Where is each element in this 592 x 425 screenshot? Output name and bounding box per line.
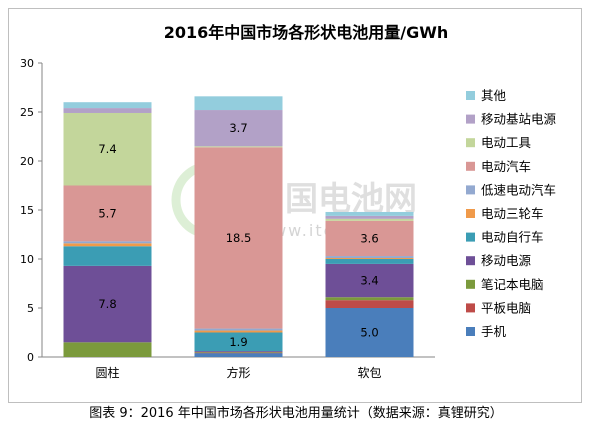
bar-segment xyxy=(63,108,152,113)
legend-label: 电动自行车 xyxy=(481,230,544,245)
bar-segment xyxy=(194,351,283,353)
bar-segment xyxy=(63,102,152,109)
legend-label: 低速电动汽车 xyxy=(481,182,556,197)
y-tick-label: 20 xyxy=(20,155,34,168)
legend-swatch xyxy=(466,161,475,171)
bar-segment xyxy=(325,211,414,216)
legend-swatch xyxy=(466,303,475,313)
bar-segment xyxy=(194,330,283,333)
y-tick-label: 15 xyxy=(20,204,34,217)
bar-segment xyxy=(325,218,414,221)
legend-swatch xyxy=(466,114,475,124)
bar-segment xyxy=(325,308,414,357)
legend-swatch xyxy=(466,327,475,336)
y-tick-label: 5 xyxy=(27,302,34,315)
legend-swatch xyxy=(466,256,475,266)
bar-segment xyxy=(63,243,152,247)
bar-segment xyxy=(194,352,283,353)
legend-label: 平板电脑 xyxy=(481,300,531,315)
chart-title: 2016年中国市场各形状电池用量/GWh xyxy=(164,23,449,42)
bar-segment xyxy=(63,246,152,266)
bar-segment xyxy=(325,258,414,259)
y-tick-label: 25 xyxy=(20,106,34,119)
figure-caption: 图表 9：2016 年中国市场各形状电池用量统计（数据来源：真锂研究） xyxy=(89,406,503,421)
data-label: 3.4 xyxy=(360,274,378,288)
legend-label: 其他 xyxy=(481,88,507,103)
x-tick-label: 软包 xyxy=(357,366,381,380)
bar-segment xyxy=(63,342,152,357)
data-label: 3.6 xyxy=(360,231,378,245)
legend-label: 笔记本电脑 xyxy=(481,277,544,292)
bar-segment xyxy=(325,300,414,308)
legend-swatch xyxy=(466,232,475,242)
bar-segment xyxy=(63,265,152,343)
x-tick-label: 方形 xyxy=(226,365,250,380)
data-label: 7.8 xyxy=(98,297,116,311)
data-label: 1.9 xyxy=(229,335,247,349)
y-tick-label: 30 xyxy=(20,57,34,70)
data-label: 7.4 xyxy=(98,142,116,156)
stacked-bar-chart: 中国电池网www.itdcw.com2016年中国市场各形状电池用量/GWh05… xyxy=(20,23,557,380)
data-label: 3.7 xyxy=(229,121,247,135)
bar-segment xyxy=(194,328,283,331)
data-label: 5.0 xyxy=(360,326,378,340)
legend-label: 电动三轮车 xyxy=(481,206,544,221)
legend-swatch xyxy=(466,91,475,100)
legend-swatch xyxy=(466,185,475,195)
bar-segment xyxy=(63,112,152,186)
x-tick-label: 圆柱 xyxy=(95,365,119,380)
legend-swatch xyxy=(466,279,475,289)
bar-segment xyxy=(194,96,283,111)
bar-segment xyxy=(325,220,414,257)
legend-label: 手机 xyxy=(481,324,507,339)
bar-segment xyxy=(63,241,152,244)
bar-segment xyxy=(194,146,283,148)
bar-segment xyxy=(194,352,283,354)
y-tick-label: 0 xyxy=(27,351,34,364)
bar-segment xyxy=(63,185,152,242)
bar-segment xyxy=(325,297,414,301)
bar-segment xyxy=(325,215,414,219)
legend-label: 电动汽车 xyxy=(481,159,531,174)
legend-swatch xyxy=(466,209,475,218)
data-label: 18.5 xyxy=(226,231,252,245)
bar-segment xyxy=(194,353,283,357)
data-label: 5.7 xyxy=(98,206,116,220)
bar-segment xyxy=(194,147,283,329)
bar-segment xyxy=(194,332,283,352)
bar-segment xyxy=(325,259,414,264)
legend-label: 移动电源 xyxy=(481,253,532,268)
legend-label: 电动工具 xyxy=(481,135,532,150)
legend-label: 移动基站电源 xyxy=(481,112,557,127)
legend-swatch xyxy=(466,138,475,148)
bar-segment xyxy=(325,256,414,259)
bar-segment xyxy=(194,110,283,147)
bar-segment xyxy=(325,263,414,298)
y-tick-label: 10 xyxy=(20,253,34,266)
